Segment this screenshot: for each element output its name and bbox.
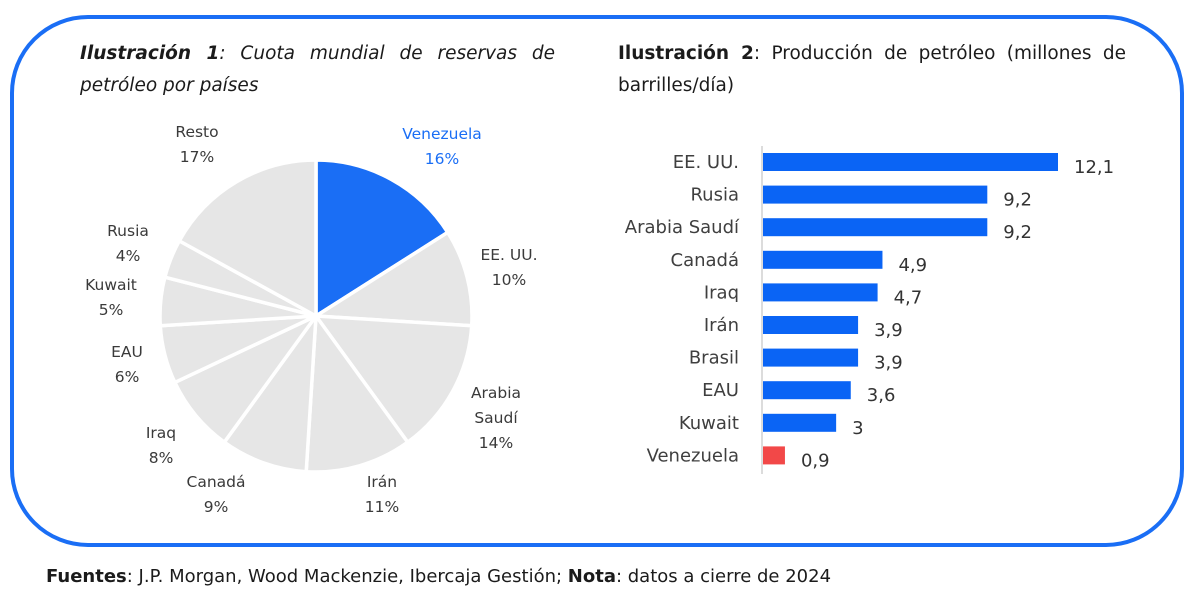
bar-kuwait <box>763 413 837 432</box>
bar-category-label: EAU <box>702 380 739 401</box>
pie-label-group: Arabia Saudí 14% <box>471 384 521 452</box>
bar-value-label: 9,2 <box>1003 190 1032 211</box>
pie-chart: Venezuela 16% EE. UU. 10% Arabia Saudí 14% Irán… <box>85 123 537 516</box>
pie-slice-ee-uu- <box>314 230 474 328</box>
footer-note-label: Nota <box>567 566 616 587</box>
pie-slice-label: Arabia <box>471 384 521 402</box>
bar-value-label: 3,9 <box>874 320 903 341</box>
pie-slice-label: Canadá <box>187 473 246 491</box>
footer-note-text: : datos a cierre de 2024 <box>615 566 832 587</box>
bar-value-label: 4,9 <box>898 255 927 276</box>
pie-slice-percent: 10% <box>492 271 526 289</box>
bar-arabia-saud- <box>763 218 988 237</box>
pie-title-bold: Ilustración 1 <box>80 43 220 64</box>
pie-label-group: EE. UU. 10% <box>480 246 537 289</box>
bar-category-label: Canadá <box>671 250 740 271</box>
pie-slice-percent: 14% <box>479 434 513 452</box>
bar-category-label: Iraq <box>704 282 739 303</box>
bar-chart-title: Ilustración 2: Producción de petróleo (m… <box>618 38 1126 102</box>
pie-slice-label: Irán <box>367 473 397 491</box>
bar-iraq <box>763 283 878 302</box>
pie-slice-label: Kuwait <box>85 276 137 294</box>
pie-title-text: : Cuota mundial de reservas de petróleo … <box>80 43 556 96</box>
pie-slice-percent: 6% <box>115 368 140 386</box>
bar-title-text: : Producción de petróleo (millones de ba… <box>618 43 1126 96</box>
pie-label-group: Rusia 4% <box>107 222 149 265</box>
footer-note: Fuentes: J.P. Morgan, Wood Mackenzie, Ib… <box>46 566 831 587</box>
bar-category-label: EE. UU. <box>673 152 739 173</box>
pie-label-group: Irán 11% <box>365 473 399 516</box>
pie-slice-percent: 4% <box>116 247 141 265</box>
bar-brasil <box>763 348 859 367</box>
footer-sources-text: : J.P. Morgan, Wood Mackenzie, Ibercaja … <box>126 566 568 587</box>
pie-slice-label: Resto <box>175 123 218 141</box>
bar-canad- <box>763 250 883 269</box>
bar-category-label: Arabia Saudí <box>625 217 740 238</box>
pie-slice-label: Iraq <box>146 424 176 442</box>
pie-slice-label: EE. UU. <box>480 246 537 264</box>
bar-rusia <box>763 185 988 204</box>
pie-label-group: Iraq 8% <box>146 424 176 467</box>
pie-slice-percent: 11% <box>365 498 399 516</box>
pie-slice-percent: 17% <box>180 148 214 166</box>
bar-value-label: 4,7 <box>894 287 923 308</box>
bar-venezuela <box>763 446 785 465</box>
footer-sources-label: Fuentes <box>46 566 127 587</box>
pie-label-group: Resto 17% <box>175 123 218 166</box>
pie-slice-ir-n <box>304 314 410 474</box>
bar-value-label: 9,2 <box>1003 222 1032 243</box>
bar-value-label: 3,9 <box>874 353 903 374</box>
pie-slice-label: EAU <box>111 343 143 361</box>
bar-value-label: 0,9 <box>801 450 830 471</box>
bar-value-label: 12,1 <box>1074 157 1114 178</box>
bar-ir-n <box>763 316 859 334</box>
pie-slice-percent: 16% <box>425 150 459 168</box>
bar-category-label: Kuwait <box>679 413 739 434</box>
pie-slice-label: Rusia <box>107 222 149 240</box>
bar-value-label: 3,6 <box>867 385 896 406</box>
pie-slice-label: Saudí <box>474 409 518 427</box>
pie-chart-title: Ilustración 1: Cuota mundial de reservas… <box>80 38 555 102</box>
bar-title-bold: Ilustración 2 <box>618 43 754 64</box>
bar-category-label: Brasil <box>689 348 739 369</box>
pie-label-group: Venezuela 16% <box>402 125 482 168</box>
bar-category-label: Venezuela <box>647 445 739 466</box>
bar-ee-uu- <box>763 153 1058 171</box>
pie-slice-resto <box>177 158 318 318</box>
pie-label-group: Kuwait 5% <box>85 276 137 319</box>
pie-label-group: Canadá 9% <box>187 473 246 516</box>
bar-value-label: 3 <box>852 418 863 439</box>
bar-category-label: Irán <box>704 315 739 336</box>
bar-category-label: Rusia <box>690 185 739 206</box>
pie-label-group: EAU 6% <box>111 343 143 386</box>
chart-frame <box>10 15 1184 547</box>
pie-slice-label: Venezuela <box>402 125 482 143</box>
bar-chart: EE. UU. 12,1 Rusia 9,2 Arabia Saudí 9,2 Canadá… <box>625 146 1114 474</box>
pie-slice-venezuela <box>314 158 450 318</box>
bar-eau <box>763 381 851 400</box>
pie-slice-percent: 5% <box>99 301 124 319</box>
pie-slice-arabia-saud- <box>314 314 474 444</box>
pie-slice-percent: 8% <box>149 449 174 467</box>
pie-slice-percent: 9% <box>204 498 229 516</box>
